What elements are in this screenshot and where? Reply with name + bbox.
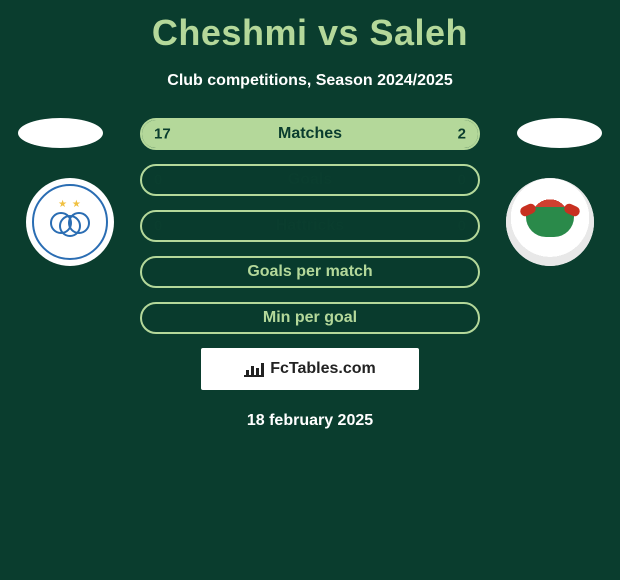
player-avatar-left [18,118,103,148]
stat-value-right: 2 [458,126,466,143]
stat-value-right: 0 [458,172,466,189]
stat-row: Goals per match [140,256,480,288]
brand-text: FcTables.com [270,360,376,378]
brand-chart-icon [244,361,264,377]
stat-value-left: 0 [154,172,162,189]
stat-label: Goals [288,171,332,189]
stat-row: 17 2 Matches [140,118,480,150]
brand-badge[interactable]: FcTables.com [201,348,419,390]
date-text: 18 february 2025 [0,412,620,430]
club-logo-left: ★ ★ [26,178,114,266]
page-title: Cheshmi vs Saleh [0,0,620,54]
club-logo-right [506,178,594,266]
player-avatar-right [517,118,602,148]
stat-label: Min per goal [263,309,357,327]
stat-value-right: 0 [458,218,466,235]
stat-label: Goals per match [247,263,372,281]
stat-row: 0 0 Hattricks [140,210,480,242]
stat-label: Hattricks [276,217,344,235]
stat-label: Matches [278,125,342,143]
stat-row: 0 0 Goals [140,164,480,196]
comparison-content: ★ ★ 17 2 Matches 0 0 Goals 0 0 Hattricks Goals pe… [0,118,620,430]
stat-row: Min per goal [140,302,480,334]
subtitle: Club competitions, Season 2024/2025 [0,72,620,90]
stat-value-left: 17 [154,126,171,143]
stat-value-left: 0 [154,218,162,235]
stats-bars: 17 2 Matches 0 0 Goals 0 0 Hattricks Goals per ma… [140,118,480,334]
